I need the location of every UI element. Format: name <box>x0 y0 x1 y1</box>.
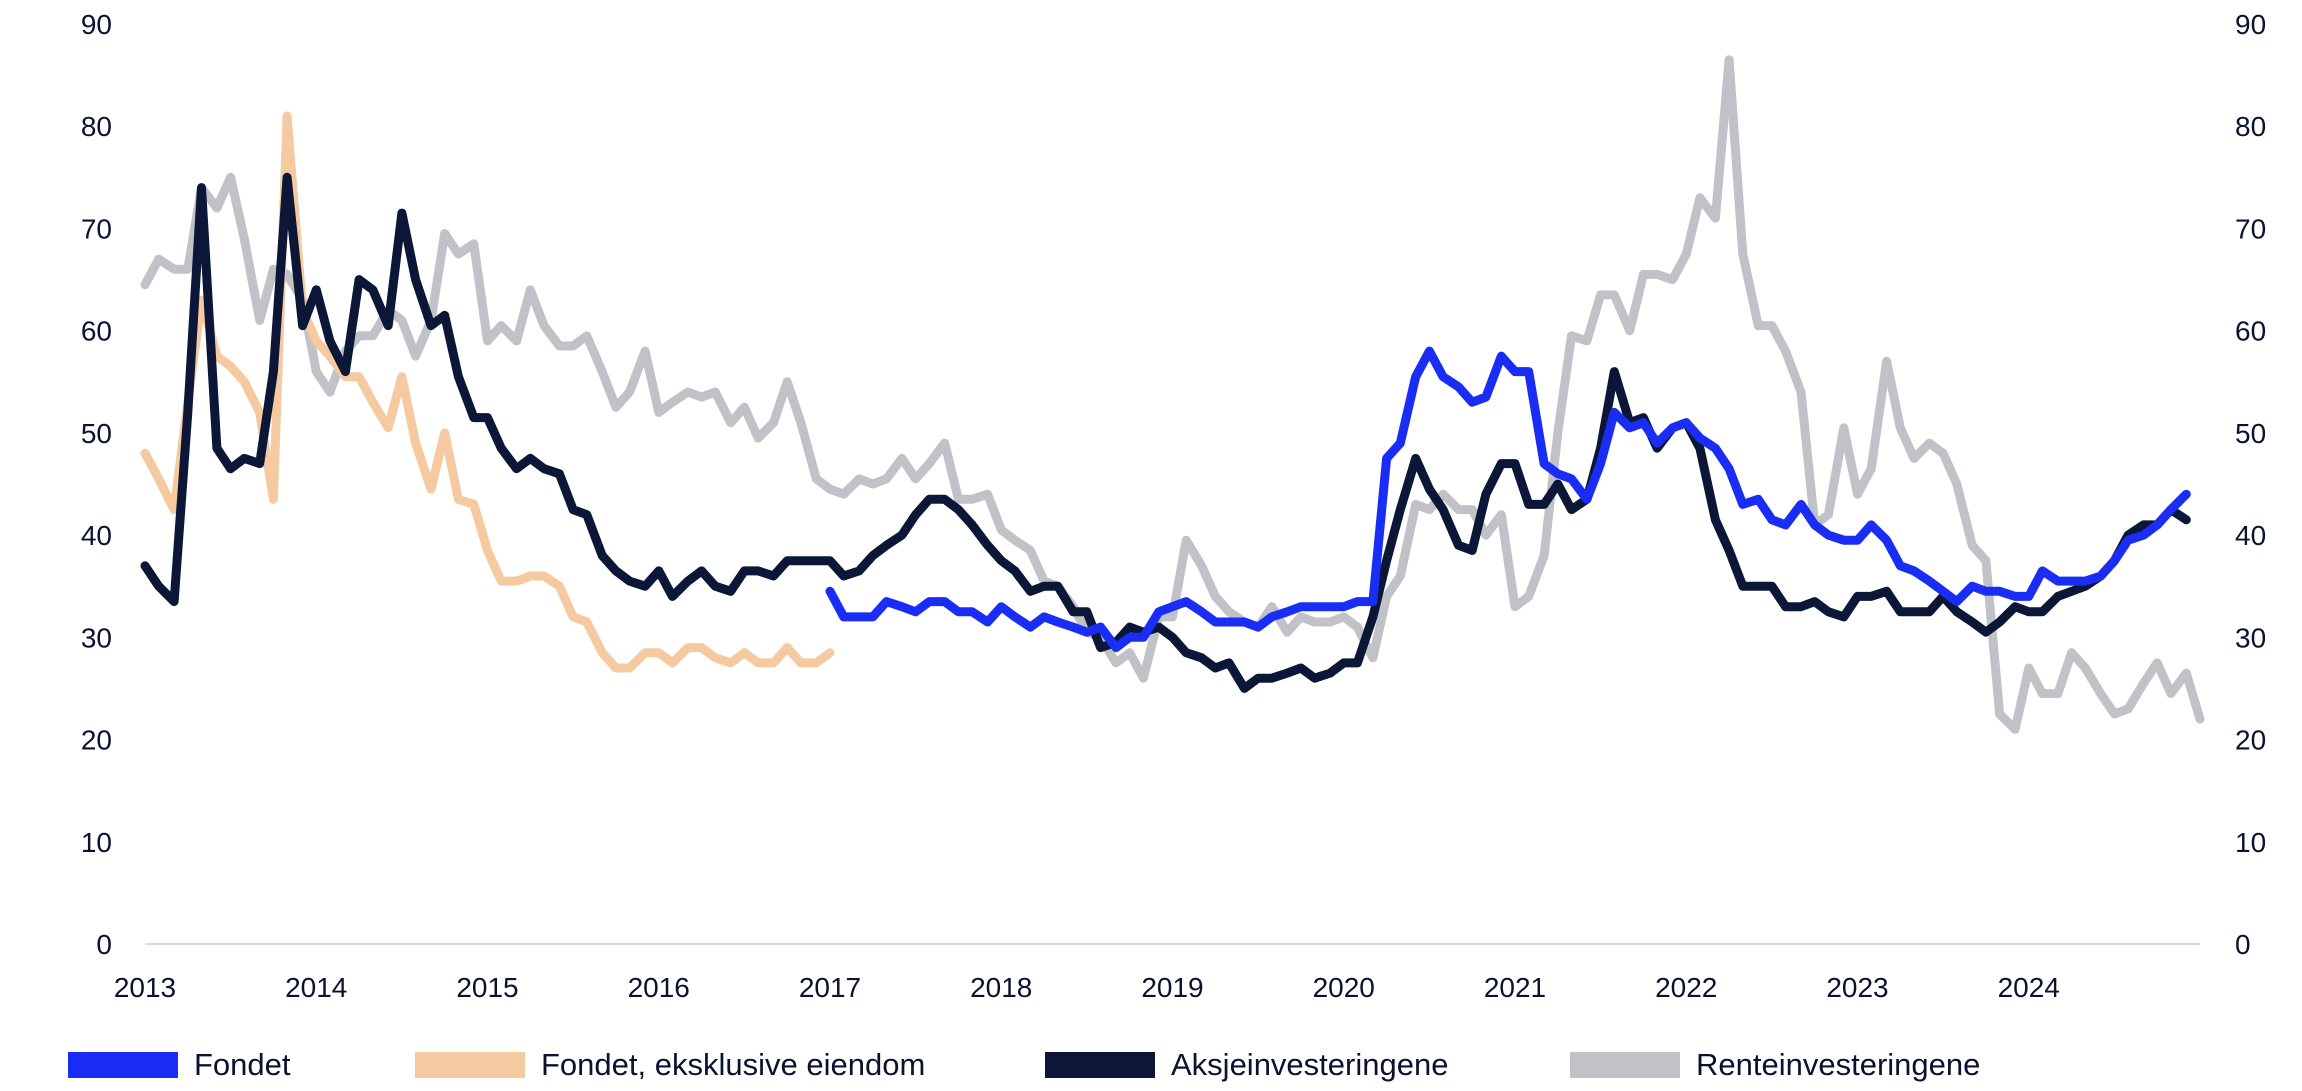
y-tick-right-0: 0 <box>2235 929 2251 960</box>
legend: Fondet Fondet, eksklusive eiendom Aksjei… <box>0 1040 2302 1090</box>
legend-label-fondet: Fondet <box>194 1047 291 1082</box>
x-tick-2024: 2024 <box>1998 972 2060 1003</box>
legend-label-fondet-eksklusive-eiendom: Fondet, eksklusive eiendom <box>541 1047 926 1082</box>
legend-item-renteinvesteringene: Renteinvesteringene <box>1570 1040 1980 1090</box>
y-tick-left-30: 30 <box>81 622 112 653</box>
legend-item-fondet: Fondet <box>68 1040 291 1090</box>
x-tick-2017: 2017 <box>799 972 861 1003</box>
legend-item-fondet-eksklusive-eiendom: Fondet, eksklusive eiendom <box>415 1040 925 1090</box>
legend-swatch-fondet <box>68 1052 178 1078</box>
y-axis-right: 0 10 20 30 40 50 60 70 80 90 <box>2235 9 2266 960</box>
y-tick-left-90: 90 <box>81 9 112 40</box>
x-tick-2016: 2016 <box>628 972 690 1003</box>
x-axis: 2013 2014 2015 2016 2017 2018 2019 2020 2021 2022… <box>114 972 2060 1003</box>
y-tick-left-60: 60 <box>81 316 112 347</box>
y-tick-right-20: 20 <box>2235 725 2266 756</box>
x-tick-2013: 2013 <box>114 972 176 1003</box>
y-tick-left-10: 10 <box>81 827 112 858</box>
y-tick-right-30: 30 <box>2235 622 2266 653</box>
x-tick-2014: 2014 <box>285 972 347 1003</box>
y-tick-left-80: 80 <box>81 111 112 142</box>
x-tick-2015: 2015 <box>456 972 518 1003</box>
legend-swatch-renteinvesteringene <box>1570 1052 1680 1078</box>
series-line-fondet-eksklusive-eiendom <box>140 111 835 673</box>
series-line-fondet <box>825 346 2191 653</box>
y-tick-left-50: 50 <box>81 418 112 449</box>
y-tick-right-90: 90 <box>2235 9 2266 40</box>
legend-swatch-fondet-eksklusive-eiendom <box>415 1052 525 1078</box>
y-tick-right-50: 50 <box>2235 418 2266 449</box>
y-tick-right-40: 40 <box>2235 520 2266 551</box>
y-tick-right-80: 80 <box>2235 111 2266 142</box>
y-tick-right-10: 10 <box>2235 827 2266 858</box>
x-tick-2019: 2019 <box>1141 972 1203 1003</box>
series-lines <box>140 55 2205 734</box>
series-line-aksjeinvesteringene <box>140 172 2191 693</box>
y-tick-left-0: 0 <box>96 929 112 960</box>
x-tick-2021: 2021 <box>1484 972 1546 1003</box>
y-tick-left-40: 40 <box>81 520 112 551</box>
y-tick-right-70: 70 <box>2235 213 2266 244</box>
x-tick-2020: 2020 <box>1313 972 1375 1003</box>
legend-swatch-aksjeinvesteringene <box>1045 1052 1155 1078</box>
x-tick-2022: 2022 <box>1655 972 1717 1003</box>
legend-label-renteinvesteringene: Renteinvesteringene <box>1696 1047 1981 1082</box>
legend-item-aksjeinvesteringene: Aksjeinvesteringene <box>1045 1040 1448 1090</box>
legend-label-aksjeinvesteringene: Aksjeinvesteringene <box>1171 1047 1449 1082</box>
y-tick-left-20: 20 <box>81 725 112 756</box>
series-line-renteinvesteringene <box>140 55 2205 734</box>
y-tick-left-70: 70 <box>81 213 112 244</box>
y-axis-left: 0 10 20 30 40 50 60 70 80 90 <box>81 9 112 960</box>
x-tick-2023: 2023 <box>1826 972 1888 1003</box>
x-tick-2018: 2018 <box>970 972 1032 1003</box>
y-tick-right-60: 60 <box>2235 316 2266 347</box>
